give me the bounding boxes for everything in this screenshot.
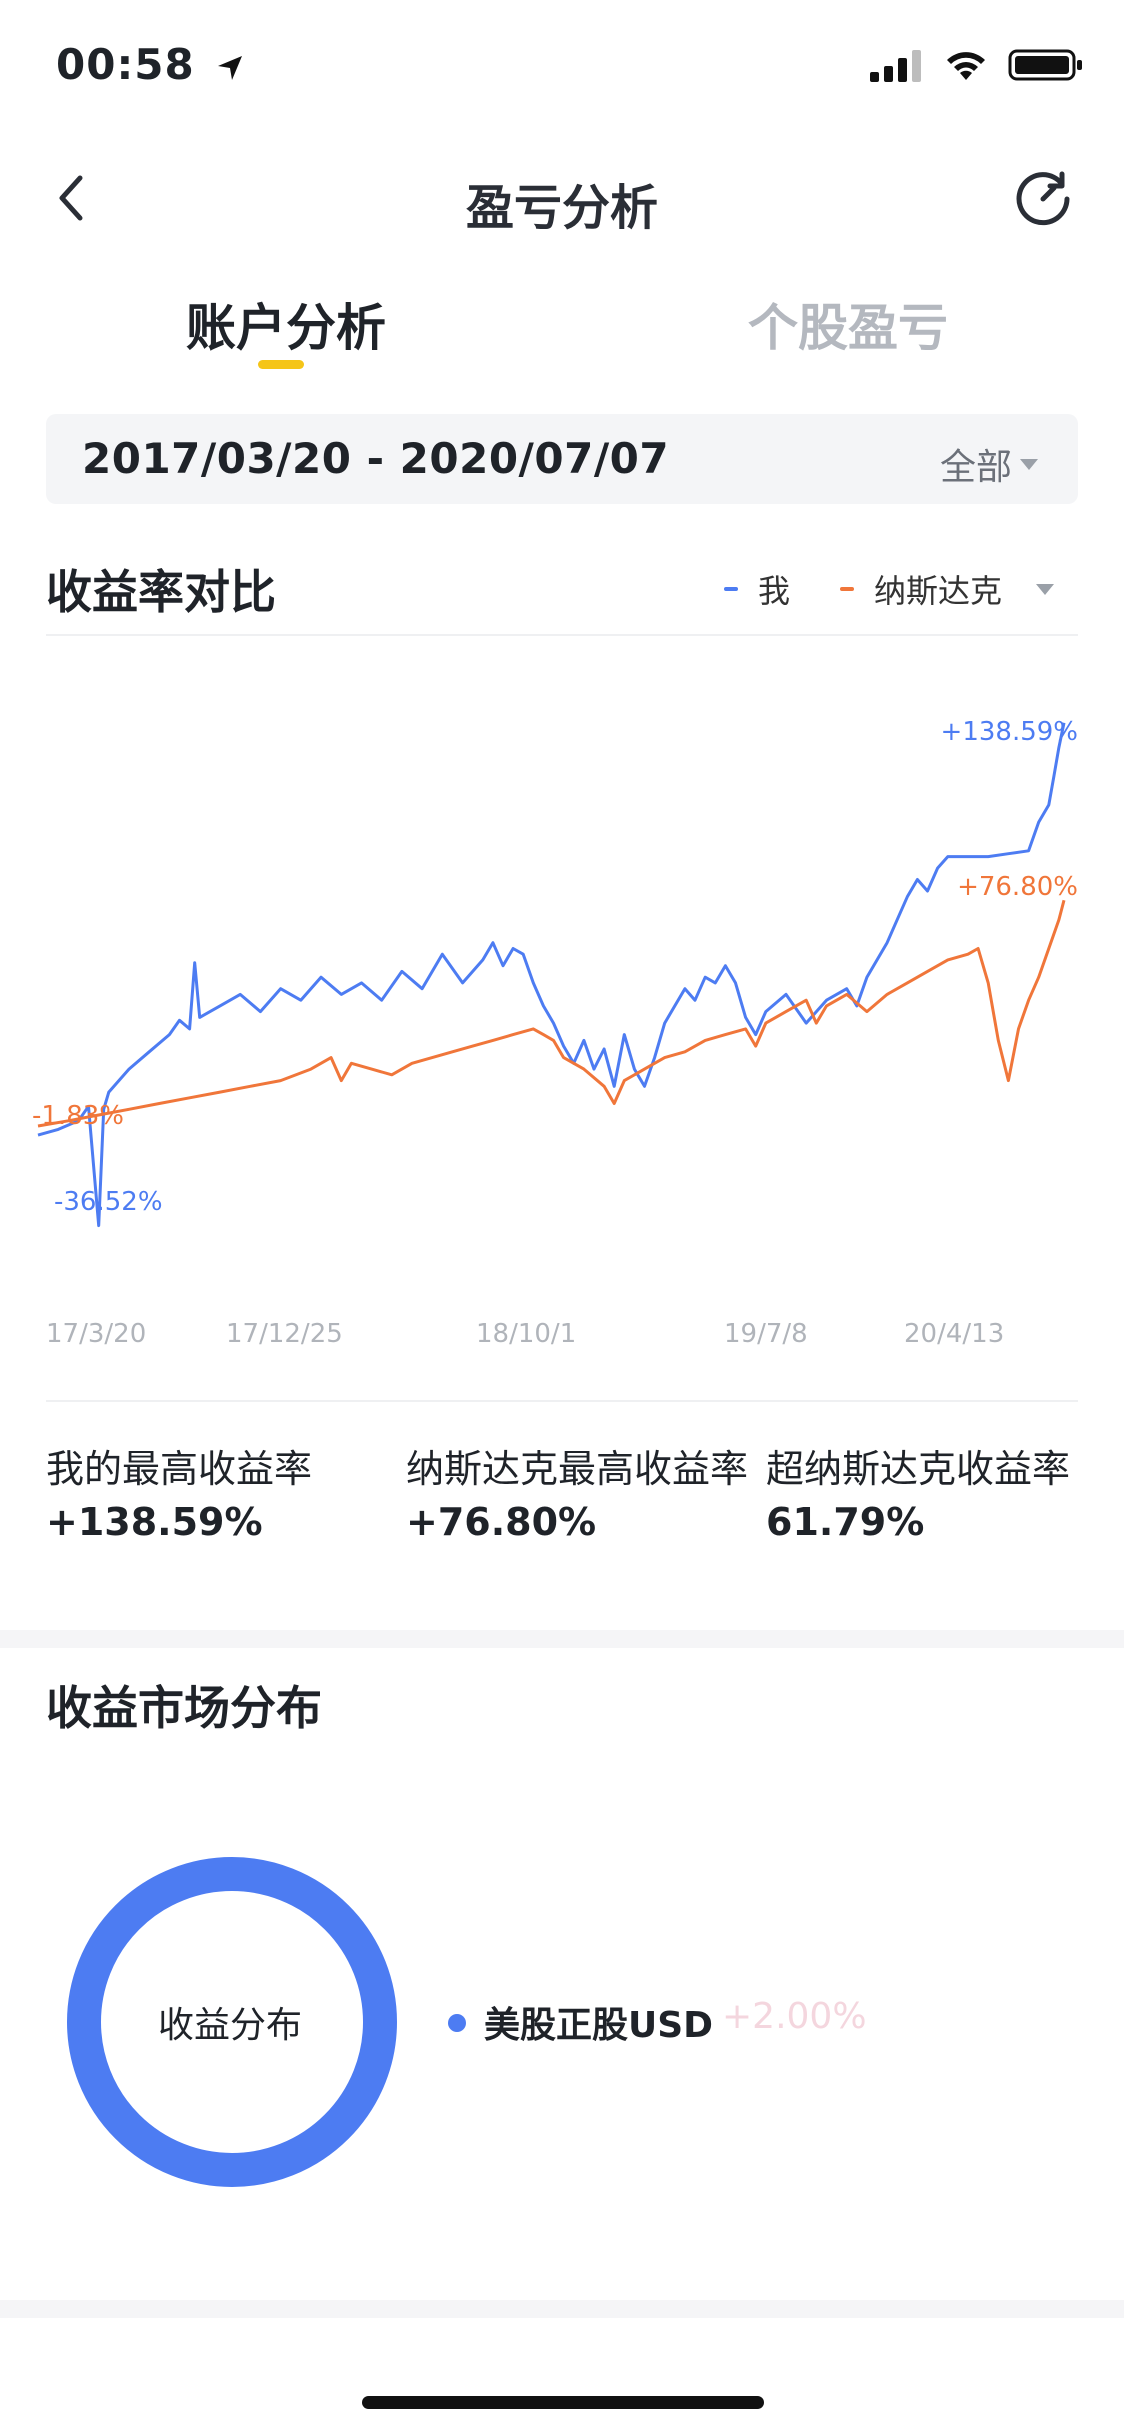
battery-icon [1008, 49, 1082, 81]
annotation-me-min: -36.52% [54, 1187, 163, 1217]
distribution-item-dot [448, 2014, 466, 2032]
distribution-donut [67, 1857, 397, 2187]
status-time: 00:58 [56, 40, 244, 89]
legend-label-nasdaq: 纳斯达克 [873, 572, 1002, 610]
stat-label-excess: 超纳斯达克收益率 [766, 1447, 1071, 1491]
comparison-title: 收益率对比 [46, 565, 276, 619]
range-filter-label: 全部 [939, 447, 1012, 488]
date-range-bar[interactable]: 2017/03/20 - 2020/07/07 全部 [46, 414, 1078, 504]
x-tick-label: 19/7/8 [724, 1319, 808, 1349]
refresh-icon [1016, 171, 1070, 226]
status-time-text: 00:58 [56, 40, 195, 89]
x-tick-label: 17/12/25 [226, 1319, 343, 1349]
stat-value-nasdaq-max: +76.80% [406, 1500, 597, 1544]
home-indicator[interactable] [362, 2396, 764, 2409]
chevron-left-icon [59, 175, 83, 221]
annotation-nasdaq-max: +76.80% [957, 872, 1078, 902]
caret-down-icon [1020, 458, 1038, 470]
date-range-text: 2017/03/20 - 2020/07/07 [82, 434, 670, 483]
wifi-icon [947, 52, 985, 80]
status-icons [868, 48, 1084, 82]
distribution-item-value: +2.00% [722, 1996, 867, 2037]
back-button[interactable] [48, 168, 98, 228]
caret-down-icon[interactable] [1036, 583, 1054, 595]
stat-label-my-max: 我的最高收益率 [46, 1447, 313, 1491]
donut-ring [67, 1857, 397, 2187]
series-line-nasdaq [37, 899, 1066, 1128]
chart-legend[interactable]: 我 纳斯达克 [723, 566, 1054, 612]
donut-center-label: 收益分布 [157, 2005, 302, 2046]
legend-marker-nasdaq [839, 587, 854, 591]
legend-marker-me [723, 587, 738, 591]
distribution-item-label: 美股正股USD [484, 2005, 714, 2046]
distribution-title: 收益市场分布 [46, 1681, 322, 1735]
stat-value-excess: 61.79% [766, 1500, 925, 1544]
section-separator [0, 2300, 1124, 2318]
active-tab-indicator [258, 360, 304, 369]
stat-label-nasdaq-max: 纳斯达克最高收益率 [406, 1447, 749, 1491]
x-tick-label: 20/4/13 [904, 1319, 1004, 1349]
section-divider [46, 634, 1078, 636]
annotation-me-max: +138.59% [941, 717, 1078, 747]
legend-label-me: 我 [757, 572, 790, 610]
location-arrow-icon [218, 55, 243, 80]
tab-stock-pnl[interactable]: 个股盈亏 [748, 299, 948, 357]
tab-account-analysis[interactable]: 账户分析 [186, 299, 386, 357]
page-title: 盈亏分析 [465, 180, 658, 236]
annotation-nasdaq-min: -1.83% [32, 1101, 124, 1131]
section-divider [46, 1400, 1078, 1402]
section-separator [0, 1630, 1124, 1648]
cellular-signal-icon [870, 50, 921, 82]
x-tick-label: 18/10/1 [476, 1319, 576, 1349]
stat-value-my-max: +138.59% [46, 1500, 263, 1544]
range-filter-dropdown[interactable]: 全部 [940, 438, 1038, 490]
series-line-me [37, 722, 1066, 1228]
x-tick-label: 17/3/20 [46, 1319, 146, 1349]
refresh-button[interactable] [1010, 166, 1076, 232]
return-comparison-chart: +138.59% +76.80% -1.83% -36.52% 17/3/20 17/12… [32, 717, 1078, 1349]
